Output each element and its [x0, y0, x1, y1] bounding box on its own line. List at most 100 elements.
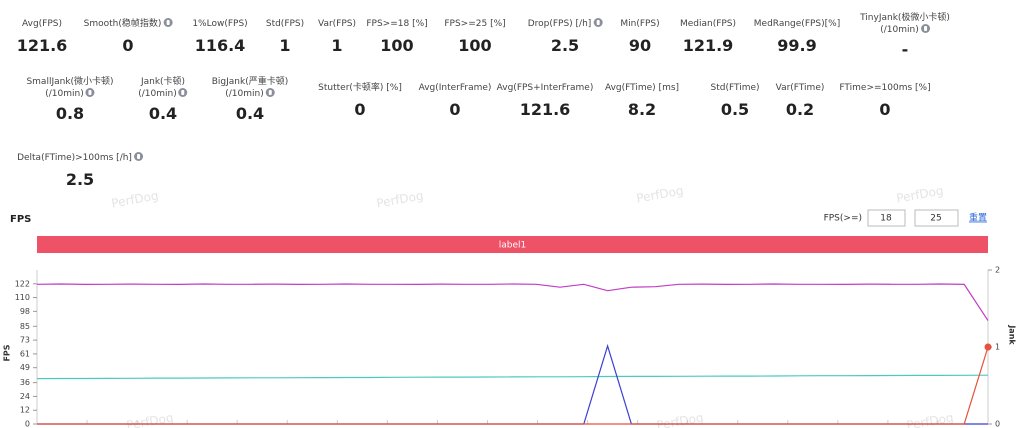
- stat-cell: Delta(FTime)>100ms [/h] 2.5: [17, 152, 143, 189]
- y2-tick-label: 1: [995, 343, 1000, 352]
- stat-label: Median(FPS): [680, 18, 736, 30]
- stat-cell: Median(FPS) 121.9: [680, 18, 736, 55]
- chart-title: FPS: [10, 214, 31, 225]
- stat-cell: Jank(卡顿) (/10min) 0.4: [138, 76, 188, 123]
- y-tick-label: 110: [15, 293, 30, 302]
- stat-value: 121.6: [519, 100, 571, 119]
- help-icon[interactable]: [163, 18, 173, 27]
- stat-label: FTime>=100ms [%]: [839, 82, 930, 94]
- label-bar-text: label1: [499, 241, 527, 251]
- stat-label: Var(FPS): [318, 18, 356, 30]
- filter-input-box[interactable]: [914, 209, 959, 227]
- y-tick-label: 73: [20, 336, 30, 345]
- stat-value: -: [901, 40, 909, 59]
- stat-label-text: FPS>=18 [%]: [366, 19, 428, 29]
- stat-label-text: MedRange(FPS)[%]: [753, 19, 841, 29]
- stat-label-text: Std(FTime): [710, 83, 760, 93]
- reset-link[interactable]: 重置: [969, 212, 987, 224]
- watermark: PerfDog: [125, 410, 174, 428]
- filter-input[interactable]: 18: [880, 214, 892, 224]
- watermark: PerfDog: [635, 183, 684, 205]
- stat-label-text: Delta(FTime)>100ms [/h]: [17, 153, 132, 163]
- stat-value: 0.4: [148, 104, 178, 123]
- stat-value: 90: [628, 36, 652, 55]
- stat-value: 0: [122, 36, 134, 55]
- y-axis-label: FPS: [3, 344, 12, 361]
- y-tick-label: 12: [20, 406, 30, 415]
- stat-cell: Stutter(卡顿率) [%] 0: [318, 82, 402, 119]
- stat-value: 2.5: [550, 36, 580, 55]
- stat-label: FPS>=25 [%]: [444, 18, 505, 30]
- stat-label-text: Avg(FPS+InterFrame): [496, 83, 594, 93]
- stat-value: 0.8: [55, 104, 85, 123]
- stat-label: TinyJank(极微小卡顿) (/10min): [860, 12, 950, 36]
- stat-cell: Avg(FPS+InterFrame) 121.6: [497, 82, 594, 119]
- stat-label-text: Avg(FTime) [ms]: [604, 83, 680, 93]
- help-icon[interactable]: [265, 88, 275, 97]
- stat-cell: TinyJank(极微小卡顿) (/10min) -: [860, 12, 950, 59]
- stat-label: Var(FTime): [776, 82, 825, 94]
- stat-label-text: Avg(InterFrame): [418, 83, 492, 93]
- series-line: [37, 343, 988, 425]
- stat-label-text: Var(FPS): [317, 19, 357, 29]
- stat-label-text: Avg(FPS): [21, 19, 63, 29]
- watermark: PerfDog: [375, 188, 424, 210]
- stat-label: 1%Low(FPS): [192, 18, 247, 30]
- y-tick-label: 98: [20, 307, 30, 316]
- watermark: PerfDog: [895, 183, 944, 205]
- stat-label: Avg(FPS): [17, 18, 68, 30]
- series-line: [36, 283, 989, 321]
- stat-cell: 1%Low(FPS) 116.4: [192, 18, 247, 55]
- stat-cell: Std(FTime) 0.5: [710, 82, 759, 119]
- stat-cell: BigJank(严重卡顿) (/10min) 0.4: [212, 76, 289, 123]
- stats-panel: Avg(FPS) 121.6 Smooth(稳帧指数) 0 1%Low(FPS) 116.…: [0, 0, 1025, 200]
- help-icon[interactable]: [593, 18, 603, 27]
- stat-label-text: Drop(FPS) [/h]: [527, 19, 592, 29]
- stat-label-text: Smooth(稳帧指数): [83, 19, 162, 29]
- stat-cell: Smooth(稳帧指数) 0: [84, 18, 173, 55]
- y2-tick-label: 2: [995, 266, 1000, 275]
- y-tick-label: 24: [20, 392, 30, 401]
- stat-value: 100: [380, 36, 414, 55]
- stat-value: 0: [879, 100, 891, 119]
- stat-label: Smooth(稳帧指数): [84, 18, 173, 30]
- stat-label-text: BigJank(严重卡顿) (/10min): [211, 77, 289, 99]
- stat-value: 0.2: [785, 100, 815, 119]
- stat-value: 121.6: [16, 36, 68, 55]
- y-tick-label: 49: [20, 363, 30, 372]
- series-line: [37, 346, 989, 425]
- watermark: PerfDog: [110, 188, 159, 210]
- stat-value: 121.9: [682, 36, 734, 55]
- stat-value: 0: [449, 100, 461, 119]
- help-icon[interactable]: [133, 152, 143, 161]
- stat-label-text: Stutter(卡顿率) [%]: [318, 83, 402, 93]
- stat-cell: MedRange(FPS)[%] 99.9: [754, 18, 840, 55]
- y-tick-label: 36: [20, 378, 30, 387]
- y2-tick-label: 0: [995, 420, 1000, 428]
- filter-input[interactable]: 25: [930, 214, 941, 224]
- watermark: PerfDog: [905, 410, 954, 428]
- help-icon[interactable]: [178, 88, 188, 97]
- stat-value: 116.4: [194, 36, 246, 55]
- stat-value: 2.5: [65, 170, 95, 189]
- y2-axis-label: Jank: [1008, 324, 1017, 345]
- stat-cell: FTime>=100ms [%] 0: [839, 82, 930, 119]
- stat-label-text: Std(FPS): [265, 19, 305, 29]
- stat-label: Std(FPS): [266, 18, 304, 30]
- stat-label-text: Jank(卡顿) (/10min): [138, 77, 186, 99]
- stat-label: FPS>=18 [%]: [366, 18, 427, 30]
- filter-input-box[interactable]: [867, 209, 906, 227]
- help-icon[interactable]: [85, 88, 95, 97]
- watermark: PerfDog: [655, 410, 704, 428]
- stat-value: 0.5: [720, 100, 750, 119]
- stat-value: 100: [458, 36, 492, 55]
- stat-value: 1: [279, 36, 291, 55]
- stat-cell: Avg(InterFrame) 0: [419, 82, 492, 119]
- stat-cell: Min(FPS) 90: [620, 18, 659, 55]
- help-icon[interactable]: [920, 24, 930, 33]
- y-tick-label: 61: [20, 349, 30, 358]
- y-tick-label: 0: [25, 420, 30, 428]
- stat-cell: FPS>=25 [%] 100: [444, 18, 505, 55]
